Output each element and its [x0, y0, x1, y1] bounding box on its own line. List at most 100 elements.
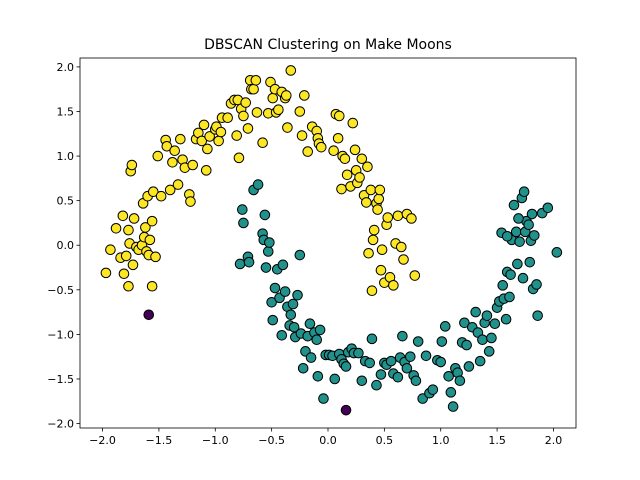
data-point-cluster-0: [365, 184, 377, 196]
data-point-cluster-0: [267, 92, 279, 104]
data-point-cluster-1: [463, 361, 475, 372]
data-point-cluster-0: [123, 224, 134, 236]
data-point-cluster-0: [296, 130, 308, 141]
data-points: [100, 65, 563, 416]
data-point-cluster-1: [501, 231, 513, 242]
data-point-cluster-1: [500, 313, 512, 325]
data-point-cluster-1: [470, 306, 481, 318]
data-point-cluster-0: [339, 153, 351, 165]
x-tick-label: 2.0: [545, 434, 563, 447]
data-point-cluster-1: [252, 179, 264, 190]
data-point-cluster-1: [410, 375, 422, 387]
data-point-cluster-0: [161, 140, 173, 152]
data-point-cluster-1: [366, 333, 378, 345]
data-point-cluster-0: [347, 117, 359, 129]
chart-title: DBSCAN Clustering on Make Moons: [204, 37, 452, 53]
data-point-cluster-0: [238, 110, 249, 122]
data-point-cluster-1: [445, 387, 457, 398]
data-point-cluster-0: [273, 104, 284, 116]
data-point-cluster-0: [167, 157, 178, 168]
data-point-cluster-0: [213, 135, 224, 147]
data-point-cluster-1: [311, 334, 323, 346]
data-point-cluster-0: [341, 169, 353, 181]
data-point-cluster-0: [110, 222, 122, 234]
data-point-cluster-1: [542, 202, 554, 214]
data-point-cluster-1: [436, 336, 448, 347]
x-tick-label: 1.0: [432, 434, 450, 447]
data-point-cluster-1: [269, 282, 281, 294]
data-point-cluster-0: [251, 107, 263, 118]
data-point-cluster-0: [117, 210, 129, 222]
data-point-cluster-1: [279, 286, 291, 297]
data-point-cluster-1: [371, 379, 382, 391]
data-point-cluster-0: [285, 65, 297, 76]
data-point-cluster-0: [388, 280, 399, 291]
data-point-cluster-1: [392, 371, 404, 383]
data-point-cluster-1: [312, 370, 324, 382]
data-point-cluster-0: [240, 97, 252, 108]
data-point-cluster-0: [409, 270, 421, 281]
data-point-cluster-1: [267, 314, 279, 326]
data-point-cluster-1: [397, 330, 408, 342]
data-point-cluster-0: [175, 133, 186, 145]
data-point-cluster-0: [128, 213, 140, 224]
data-point-cluster-0: [248, 83, 259, 95]
data-point-cluster-0: [257, 137, 268, 148]
data-point-cluster-1: [237, 204, 248, 215]
x-axis: −2.0 −1.5 −1.0 −0.5 0.0 0.5 1.0 1.5 2.0: [89, 428, 562, 447]
data-point-cluster-0: [372, 204, 383, 215]
data-point-cluster-1: [443, 370, 454, 382]
noise-point: [340, 404, 352, 416]
data-point-cluster-0: [299, 90, 310, 101]
data-point-cluster-1: [514, 236, 525, 247]
data-point-cluster-1: [531, 279, 542, 290]
data-point-cluster-1: [329, 373, 341, 385]
data-point-cluster-1: [276, 329, 288, 341]
data-point-cluster-0: [328, 145, 339, 157]
data-point-cluster-0: [196, 135, 208, 147]
data-point-cluster-0: [231, 130, 242, 141]
data-point-cluster-0: [150, 251, 161, 263]
data-point-cluster-0: [233, 152, 245, 164]
y-tick-label: 1.5: [57, 105, 75, 118]
data-point-cluster-1: [375, 369, 387, 380]
data-point-cluster-1: [483, 346, 495, 357]
data-point-cluster-0: [100, 267, 112, 279]
data-point-cluster-0: [164, 184, 176, 196]
data-point-cluster-0: [105, 244, 116, 255]
data-point-cluster-1: [427, 384, 439, 395]
data-point-cluster-0: [374, 184, 386, 196]
data-point-cluster-0: [354, 172, 365, 183]
data-point-cluster-1: [305, 352, 317, 363]
data-point-cluster-1: [294, 249, 306, 261]
data-point-cluster-0: [215, 126, 227, 138]
data-point-cluster-0: [302, 146, 314, 157]
data-point-cluster-0: [147, 186, 159, 198]
data-point-cluster-0: [123, 280, 134, 292]
y-tick-label: −2.0: [47, 418, 74, 431]
x-tick-label: 0.5: [376, 434, 394, 447]
x-tick-label: 0.0: [319, 434, 337, 447]
data-point-cluster-0: [222, 112, 233, 124]
noise-point: [143, 309, 155, 321]
data-point-cluster-0: [375, 264, 387, 276]
data-point-cluster-1: [412, 336, 424, 347]
y-tick-label: 1.0: [57, 150, 75, 163]
data-point-cluster-1: [364, 357, 376, 369]
data-point-cluster-0: [336, 183, 347, 195]
data-point-cluster-1: [454, 375, 466, 387]
data-point-cluster-1: [401, 362, 413, 374]
data-point-cluster-0: [373, 193, 385, 205]
data-point-cluster-0: [356, 153, 368, 165]
y-tick-label: −1.5: [47, 373, 74, 386]
data-point-cluster-0: [366, 285, 378, 297]
data-point-cluster-1: [266, 296, 277, 308]
data-point-cluster-0: [382, 212, 394, 223]
data-point-cluster-0: [187, 159, 199, 171]
y-tick-label: −1.0: [47, 328, 74, 341]
data-point-cluster-1: [523, 219, 534, 231]
y-axis: −2.0 −1.5 −1.0 −0.5 0.0 0.5 1.0 1.5 2.0: [47, 61, 80, 431]
data-point-cluster-0: [367, 234, 379, 246]
data-point-cluster-1: [526, 208, 538, 220]
data-point-cluster-1: [243, 256, 255, 268]
